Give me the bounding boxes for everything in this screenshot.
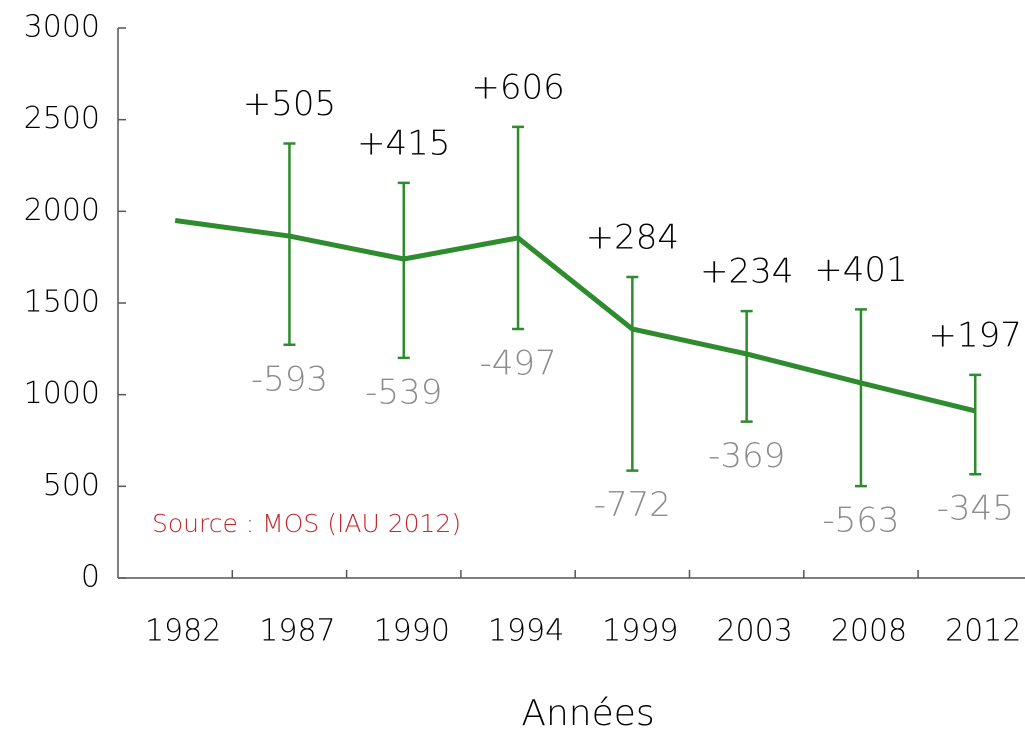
error-bar-lower xyxy=(969,410,982,476)
error-bar-upper xyxy=(626,275,639,330)
x-tick-label: 1999 xyxy=(602,614,678,649)
error-plus-label: +606 xyxy=(471,67,564,107)
y-tick-label: 1500 xyxy=(24,285,100,320)
y-tick-label: 0 xyxy=(81,560,100,595)
error-plus-label: +415 xyxy=(357,123,450,163)
error-minus-label: -539 xyxy=(365,372,442,412)
source-annotation: Source : MOS (IAU 2012) xyxy=(152,509,461,538)
error-bar-upper xyxy=(397,181,410,259)
error-bar-lower xyxy=(854,382,867,488)
error-plus-label: +197 xyxy=(929,315,1022,355)
error-bar-upper xyxy=(740,309,753,354)
error-bar-lower xyxy=(740,353,753,423)
y-tick-label: 2000 xyxy=(24,193,100,228)
y-tick-label: 2500 xyxy=(24,101,100,136)
y-tick-label: 1000 xyxy=(24,376,100,411)
error-minus-label: -563 xyxy=(822,501,899,541)
error-minus-label: -345 xyxy=(937,489,1014,529)
error-plus-label: +401 xyxy=(814,250,907,290)
error-minus-label: -772 xyxy=(594,485,671,525)
error-bar-lower xyxy=(283,236,296,347)
x-tick-label: 1982 xyxy=(145,614,221,649)
error-bar-upper xyxy=(512,125,525,238)
y-tick-label: 3000 xyxy=(24,10,100,45)
x-axis-title: Années xyxy=(521,693,654,729)
series-line xyxy=(174,218,976,414)
error-minus-label: -497 xyxy=(479,344,556,384)
error-plus-label: +234 xyxy=(700,252,793,292)
error-plus-label: +505 xyxy=(243,84,336,124)
y-tick-label: 500 xyxy=(43,468,100,503)
error-plus-label: +284 xyxy=(586,217,679,257)
error-bar-lower xyxy=(626,329,639,472)
error-minus-label: -369 xyxy=(708,436,785,476)
x-tick-label: 1990 xyxy=(374,614,450,649)
x-tick-label: 2008 xyxy=(831,614,907,649)
x-tick-label: 1994 xyxy=(488,614,564,649)
error-bar-upper xyxy=(854,308,867,383)
x-tick-label: 1987 xyxy=(259,614,335,649)
error-minus-label: -593 xyxy=(251,359,328,399)
error-bar-upper xyxy=(283,142,296,237)
error-bar-lower xyxy=(397,259,410,360)
error-bar-lower xyxy=(512,237,525,331)
x-tick-label: 2003 xyxy=(716,614,792,649)
error-bar-upper xyxy=(969,373,982,411)
x-tick-label: 2012 xyxy=(945,614,1021,649)
